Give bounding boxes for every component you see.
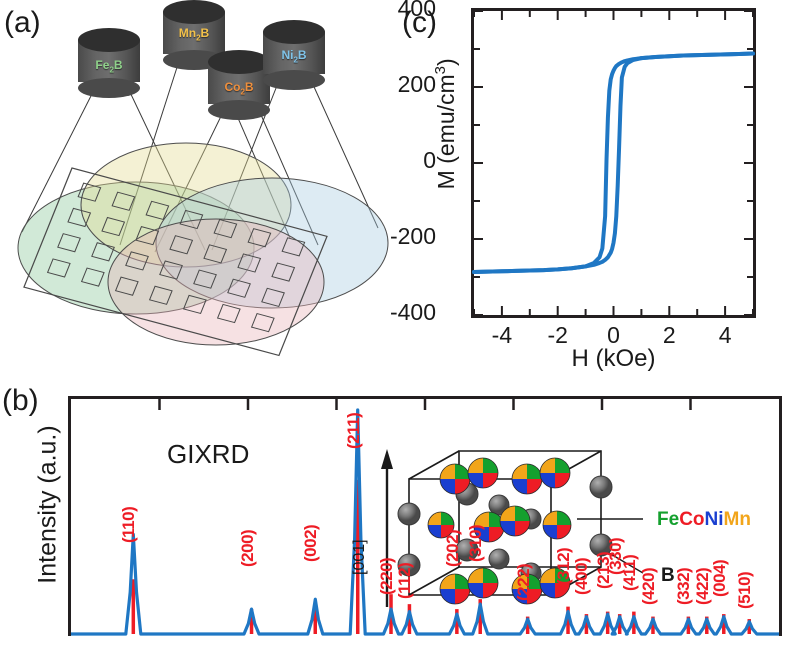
panel-b-gixrd-chart: (b) Intensity (a.u.) GIXRD — [0, 380, 800, 636]
target-top-ellipse — [78, 28, 140, 52]
gixrd-measured-curve — [71, 408, 779, 636]
legend-element-ni: Ni — [704, 509, 724, 530]
target-bottom-ellipse — [263, 70, 325, 90]
gixrd-peak-label: (332) — [674, 567, 694, 605]
deposition-cone-lines — [17, 57, 389, 357]
gixrd-peak-label: (112) — [395, 562, 415, 599]
feconimn-sphere — [427, 511, 455, 539]
panel-c-label: (c) — [402, 6, 437, 39]
hysteresis-y-tick-label: -200 — [389, 223, 436, 249]
gixrd-peak-label: (002) — [301, 524, 321, 562]
gixrd-peak-label: (420) — [638, 567, 658, 605]
gixrd-plot-frame: GIXRD — [68, 396, 782, 636]
hysteresis-y-tick-label: -400 — [389, 299, 436, 325]
hysteresis-y-tick-label: 400 — [397, 0, 436, 21]
legend-element-fe: Fe — [657, 509, 680, 530]
hysteresis-x-tick-label: 2 — [662, 322, 676, 348]
hysteresis-y-axis-label: M (emu/cm3) — [432, 58, 459, 190]
feconimn-atoms — [427, 457, 572, 605]
gixrd-peak-label: (411) — [619, 554, 639, 591]
feconimn-sphere — [542, 510, 572, 540]
feconimn-sphere — [473, 511, 505, 543]
feconimn-sphere — [439, 573, 471, 605]
legend-element-mn: Mn — [723, 509, 751, 530]
panel-b-label: (b) — [2, 384, 39, 417]
gixrd-peak-label: (400) — [572, 557, 592, 595]
panel-a-label: (a) — [4, 6, 41, 39]
sputter-target-co2b[interactable]: Co2B — [208, 50, 270, 120]
hysteresis-x-tick-label: 0 — [607, 322, 620, 348]
legend-label-feconimn: FeCoNiMn — [657, 509, 751, 531]
feconimn-sphere — [511, 463, 543, 495]
feconimn-sphere — [539, 567, 571, 599]
sputter-target-fe2b[interactable]: Fe2B — [78, 28, 140, 98]
hysteresis-x-tick-label: -2 — [547, 322, 568, 348]
direction-label-001: [001] — [351, 539, 368, 575]
hysteresis-curve-svg — [472, 10, 755, 316]
target-label-co2b: Co2B — [224, 80, 254, 97]
target-bottom-ellipse — [208, 100, 270, 120]
feconimn-sphere — [439, 463, 471, 495]
hysteresis-y-tick-label: 200 — [397, 71, 436, 97]
leader-lines — [577, 518, 644, 574]
target-top-ellipse — [263, 20, 325, 44]
crystal-structure-inset — [381, 449, 644, 607]
gixrd-pattern-svg — [71, 399, 779, 636]
panel-c-hysteresis-chart: (c) -400 -200 0 200 400 -4 -2 0 2 4 M (emu/cm3) H… — [390, 0, 800, 380]
gixrd-title: GIXRD — [167, 439, 250, 469]
target-top-ellipse — [163, 0, 225, 24]
gixrd-peak-label: (004) — [709, 559, 729, 597]
gixrd-peak-label: (202) — [442, 529, 462, 567]
target-label-fe2b: Fe2B — [95, 58, 123, 75]
hysteresis-y-tick-label: 0 — [423, 147, 436, 173]
gixrd-peak-label: (222) — [513, 563, 533, 601]
hysteresis-branch — [472, 51, 755, 275]
gixrd-peak-label: (211) — [343, 412, 363, 449]
panel-a-deposition-schematic: (a) — [0, 0, 400, 380]
hysteresis-x-tick-label: 4 — [718, 322, 732, 348]
target-label-mn2b: Mn2B — [178, 26, 210, 43]
target-bottom-ellipse — [78, 78, 140, 98]
gixrd-y-axis-label: Intensity (a.u.) — [33, 425, 62, 584]
feconimn-sphere — [467, 567, 499, 599]
feconimn-sphere — [499, 505, 531, 537]
feconimn-sphere — [539, 457, 571, 489]
feconimn-sphere — [511, 573, 543, 605]
gixrd-peak-label: (510) — [735, 571, 755, 609]
hysteresis-x-axis-label: H (kOe) — [571, 345, 656, 372]
feconimn-sphere — [467, 457, 499, 489]
gixrd-peak-label: (110) — [119, 506, 139, 543]
target-label-ni2b: Ni2B — [281, 48, 307, 65]
target-top-ellipse — [208, 50, 270, 74]
hysteresis-plot-frame — [471, 8, 756, 318]
sputter-target-ni2b[interactable]: Ni2B — [263, 20, 325, 90]
direction-arrow-001 — [381, 449, 393, 607]
legend-label-b: B — [661, 565, 675, 586]
gixrd-peak-label: (200) — [237, 529, 257, 567]
gixrd-peak-label: (310) — [466, 524, 486, 562]
legend-element-co: Co — [679, 509, 705, 530]
hysteresis-x-tick-label: -4 — [491, 322, 513, 348]
